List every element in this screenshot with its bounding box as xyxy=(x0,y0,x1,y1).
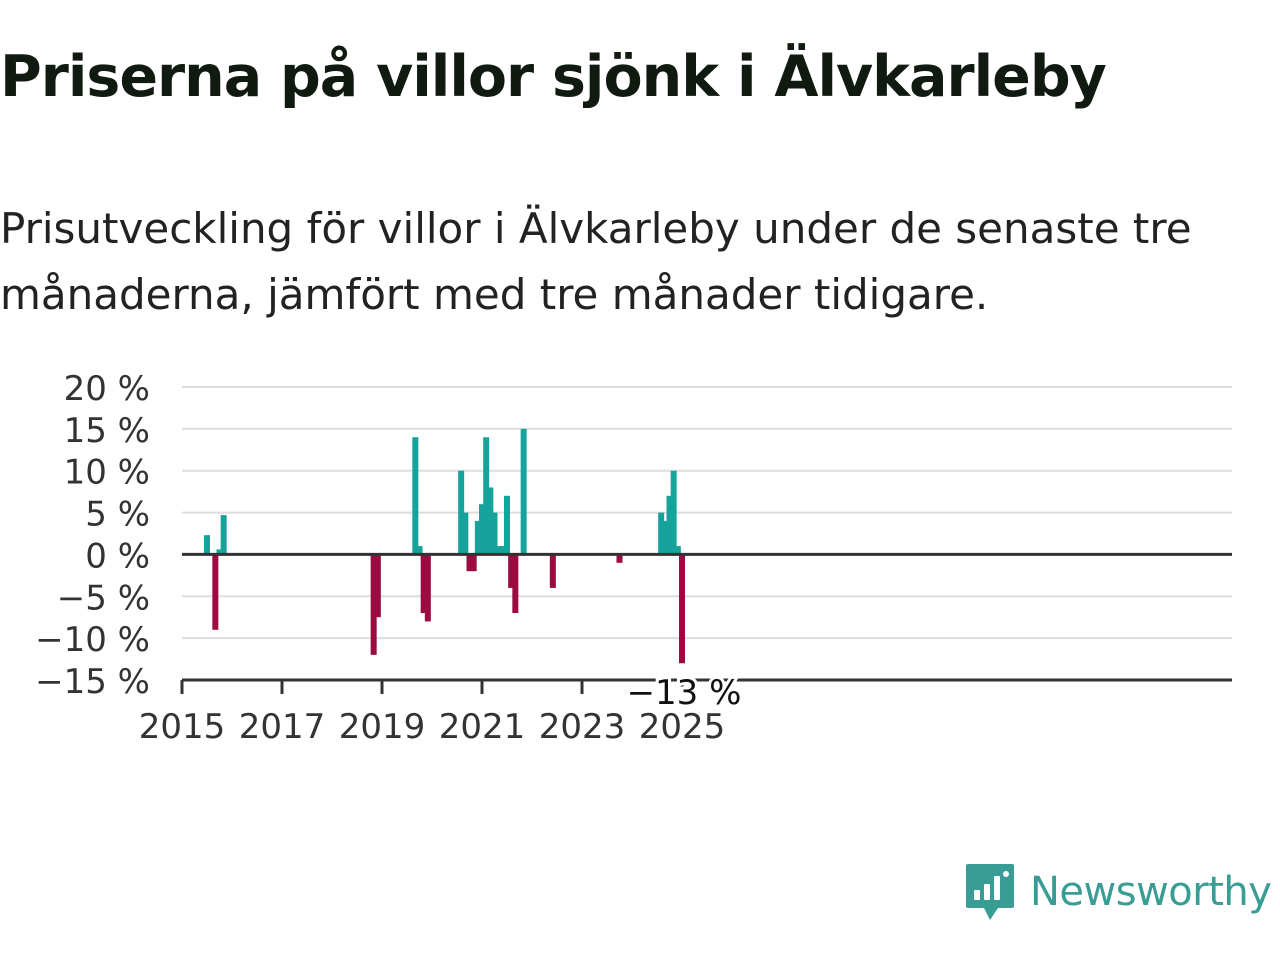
x-tick-label: 2021 xyxy=(439,707,526,747)
bar xyxy=(487,487,494,555)
bar xyxy=(204,535,210,555)
x-tick-label: 2025 xyxy=(639,707,726,747)
bar xyxy=(412,437,419,555)
bar xyxy=(220,515,227,555)
bar xyxy=(216,549,223,555)
y-tick-label: 5 % xyxy=(85,495,150,535)
x-tick-label: 2015 xyxy=(139,707,226,747)
bar xyxy=(420,554,427,614)
brand-name: Newsworthy xyxy=(1030,869,1272,915)
bars xyxy=(204,428,685,664)
bar xyxy=(474,520,481,555)
bar xyxy=(479,504,485,555)
y-tick-label: 15 % xyxy=(64,411,150,451)
bar xyxy=(512,554,519,614)
bar xyxy=(470,554,477,572)
bar xyxy=(495,546,502,555)
bar xyxy=(520,428,527,555)
bar xyxy=(462,512,469,555)
bar xyxy=(212,554,219,630)
bar xyxy=(504,495,510,555)
newsworthy-logo[interactable]: Newsworthy xyxy=(964,862,1272,922)
newsworthy-logo-icon xyxy=(966,864,1014,920)
bar xyxy=(679,554,685,664)
bar xyxy=(466,554,473,572)
bar xyxy=(416,546,423,555)
y-tick-label: 10 % xyxy=(64,453,150,493)
last-value-label-halo: −13 % xyxy=(627,673,742,713)
y-tick-label: 20 % xyxy=(64,369,150,409)
bar xyxy=(370,554,377,655)
y-tick-label: 0 % xyxy=(85,536,150,576)
y-tick-label: −10 % xyxy=(35,620,150,660)
bar xyxy=(662,520,669,555)
bar xyxy=(374,554,381,618)
bar xyxy=(483,437,490,555)
bar xyxy=(458,470,465,555)
bar xyxy=(658,512,665,555)
x-tick-label: 2019 xyxy=(339,707,426,747)
tick-labels: 20 %15 %10 %5 %0 %−5 %−10 %−15 % 2015 2017… xyxy=(35,369,744,747)
y-tick-label: −5 % xyxy=(57,578,150,618)
bar xyxy=(508,554,515,588)
last-value-label: −13 % xyxy=(627,673,742,713)
bar xyxy=(666,495,673,555)
page-title: Priserna på villor sjönk i Älvkarleby xyxy=(0,44,1107,110)
x-tick-label: 2017 xyxy=(239,707,326,747)
bar xyxy=(549,554,556,588)
grid-lines xyxy=(182,386,1232,640)
y-tick-label: −15 % xyxy=(35,662,150,702)
bar xyxy=(491,512,498,555)
bar xyxy=(424,554,431,622)
bar xyxy=(616,554,623,563)
chart-subtitle: Prisutveckling för villor i Älvkarleby u… xyxy=(0,204,1192,319)
bar xyxy=(670,470,677,555)
axes xyxy=(180,552,1232,694)
bar-chart: 20 %15 %10 %5 %0 %−5 %−10 %−15 % 2015 2017… xyxy=(35,369,1232,747)
bar xyxy=(674,546,681,555)
bar xyxy=(499,546,506,555)
x-tick-label: 2023 xyxy=(539,707,626,747)
